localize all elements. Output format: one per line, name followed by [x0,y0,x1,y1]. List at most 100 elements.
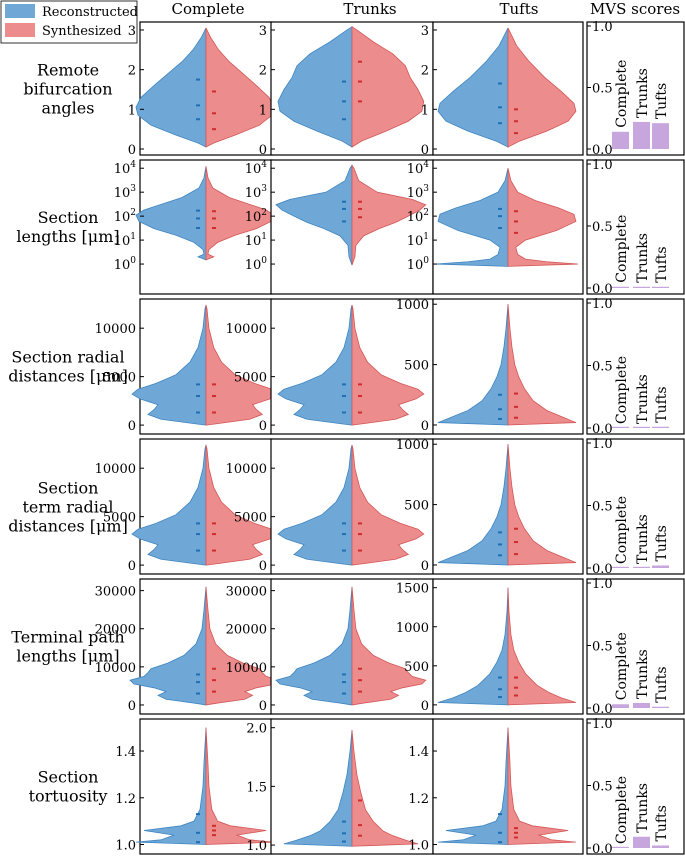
violin-reconstructed-half [437,444,509,566]
y-tick-label-0: 0 [421,559,429,574]
violin-reconstructed-half [275,586,353,706]
y-tick-label-2: 1000 [396,621,429,636]
violin-synthesized-half [351,444,425,566]
y-tick-label-0: 0 [128,143,136,158]
mvs-tick-label-1: 0.5 [592,640,613,655]
row-label-3-line-1: term radial [22,498,113,517]
violin-reconstructed-half [437,304,509,426]
mvs-tick-label-1: 0.5 [592,82,613,97]
mvs-bar-tufts [652,286,669,288]
legend: Reconstructed Synthesized [0,0,138,44]
y-tick-label-2: 1.4 [408,745,429,760]
row-label-2-line-0: Section radial [11,348,124,367]
mvs-bar-label: Tufts [654,83,670,119]
mvs-tick-label-0: 0.0 [592,842,613,856]
mvs-frame [586,578,685,715]
violin-panel-r5-c1: 1.0 1.5 2.0 [246,718,434,855]
row-label-5-line-1: tortuosity [29,787,108,806]
violin-reconstructed-half [131,304,207,426]
y-tick-label-0: 1.0 [115,838,136,853]
violin-synthesized-half [507,587,577,706]
mvs-bar-complete [612,426,629,428]
violin-reconstructed-half [135,27,207,148]
violin-synthesized-half [507,444,577,566]
row-label-0-line-0: Remote [37,61,99,80]
y-tick-label-1: 500 [404,499,429,514]
y-tick-label-2: 2 [128,64,136,79]
y-tick-label-2: 10000 [226,462,267,477]
violin-reconstructed-half [131,444,207,566]
y-tick-label-1: 1 [128,103,136,118]
y-tick-label-0: 1.0 [246,839,267,854]
violin-synthesized-half [507,27,577,148]
mvs-panel-r0: Complete Trunks Tufts 0.0 0.5 1.0 [586,20,685,158]
mvs-bar-label: Trunks [635,233,651,283]
mvs-bar-label: Trunks [635,514,651,564]
mvs-tick-label-2: 1.0 [592,717,613,732]
y-tick-label-1: 500 [404,660,429,675]
mvs-tick-label-2: 1.0 [592,577,613,592]
y-tick-label-1: 5000 [103,511,136,526]
y-tick-label-4: 104 [114,160,137,177]
y-tick-label-2: 1.4 [115,745,136,760]
violin-panel-r5-c0: 1.0 1.2 1.4 [115,718,274,855]
mvs-bar-label: Complete [614,776,630,844]
mvs-bar-label: Tufts [654,525,670,561]
mvs-tick-label-0: 0.0 [592,143,613,158]
violin-synthesized-half [507,168,578,267]
mvs-bar-tufts [652,706,669,708]
mvs-bar-trunks [633,426,650,428]
mvs-bar-label: Complete [614,215,630,283]
mvs-tick-label-1: 0.5 [592,500,613,515]
violin-panel-r4-c2: 0 500 1000 1500 [396,578,584,715]
y-tick-label-3: 30000 [95,585,136,600]
y-tick-label-0: 0 [259,699,267,714]
violin-panel-r4-c0: 0 10000 20000 30000 [95,578,281,715]
violin-panel-r0-c2: 0 1 2 3 [421,21,584,158]
mvs-tick-label-1: 0.5 [592,780,613,795]
violin-synthesized-half [351,730,419,847]
y-tick-label-1: 10000 [226,661,267,676]
mvs-bar-tufts [652,565,669,568]
y-tick-label-2: 20000 [226,623,267,638]
column-title-mvs: MVS scores [590,0,680,18]
mvs-bar-label: Trunks [635,649,651,699]
violin-synthesized-half [205,727,274,845]
mvs-tick-label-2: 1.0 [592,158,613,173]
mvs-bar-label: Tufts [654,666,670,702]
y-tick-label-0: 0 [421,143,429,158]
mvs-bar-tufts [652,845,669,848]
row-label-4-line-1: lengths [μm] [16,647,119,666]
violin-panel-r1-c0: 100 101 102 103 104 [114,159,275,295]
mvs-bar-complete [612,846,629,848]
y-tick-label-3: 30000 [226,585,267,600]
violin-reconstructed-half [275,164,353,266]
y-tick-label-2: 2.0 [246,722,267,737]
mvs-tick-label-2: 1.0 [592,20,613,35]
violin-reconstructed-half [283,730,353,847]
mvs-bar-complete [612,286,629,288]
row-label-0-line-2: angles [42,99,95,118]
legend-reconstructed-swatch [5,4,35,18]
row-label-3-line-2: distances [μm] [8,517,128,536]
y-tick-label-2: 10000 [95,462,136,477]
mvs-bar-label: Tufts [654,246,670,282]
mvs-tick-label-2: 1.0 [592,297,613,312]
mvs-tick-label-0: 0.0 [592,702,613,717]
y-tick-label-1: 1 [421,103,429,118]
violin-panel-r0-c1: 0 1 2 3 [259,21,434,158]
row-label-3-line-0: Section [38,479,99,498]
row-label-5-line-0: Section [38,768,99,787]
mvs-bar-label: Complete [614,632,630,700]
mvs-frame [586,298,685,435]
y-tick-label-1: 5000 [234,511,267,526]
violin-panel-r3-c1: 0 5000 10000 [226,438,434,575]
mvs-bar-label: Trunks [635,374,651,424]
mvs-bar-complete [612,131,629,149]
mvs-tick-label-1: 0.5 [592,360,613,375]
y-tick-label-3: 103 [114,184,137,201]
violin-synthesized-half [205,27,275,148]
violin-reconstructed-half [277,26,353,148]
